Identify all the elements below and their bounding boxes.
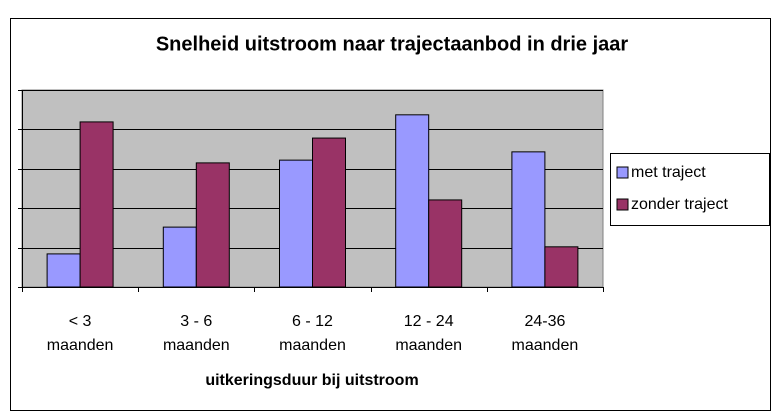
legend-swatch bbox=[616, 166, 629, 179]
bar bbox=[279, 159, 313, 288]
legend-box bbox=[610, 153, 770, 226]
x-tick-label: 12 - 24 maanden bbox=[395, 313, 462, 354]
bar bbox=[312, 137, 346, 288]
chart-title: Snelheid uitstroom naar trajectaanbod in… bbox=[156, 33, 629, 55]
x-axis-title: uitkeringsduur bij uitstroom bbox=[205, 372, 418, 389]
bar bbox=[162, 226, 197, 288]
x-tick-label: 3 - 6 maanden bbox=[163, 313, 230, 354]
x-tick-label: 24-36 maanden bbox=[512, 313, 579, 354]
x-tick-label: < 3 maanden bbox=[47, 313, 114, 354]
legend-label: met traject bbox=[631, 164, 706, 181]
x-tick-label: 6 - 12 maanden bbox=[279, 313, 346, 354]
bar bbox=[195, 162, 230, 288]
legend-label: zonder traject bbox=[631, 196, 728, 213]
bar bbox=[79, 121, 114, 288]
bar bbox=[46, 253, 81, 288]
bar bbox=[395, 114, 430, 288]
bar bbox=[511, 151, 546, 288]
legend-swatch bbox=[616, 198, 629, 211]
bar bbox=[544, 246, 579, 288]
bar bbox=[428, 199, 463, 288]
